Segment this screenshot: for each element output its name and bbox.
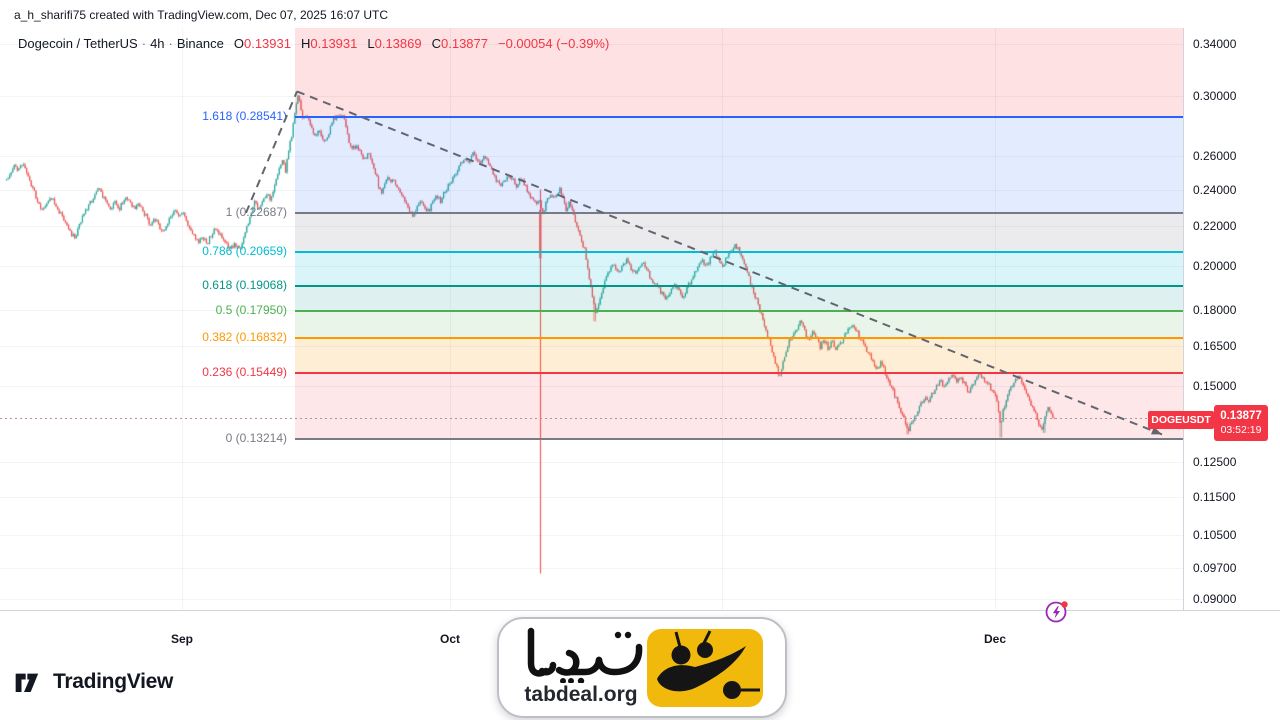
ohlc-values: O0.13931 H0.13931 L0.13869 C0.13877 [224, 36, 488, 51]
price-axis-label: 0.12500 [1193, 454, 1237, 469]
price-axis-label: 0.22000 [1193, 218, 1237, 233]
fib-band [295, 373, 1183, 439]
price-axis-label: 0.34000 [1193, 37, 1237, 51]
fib-band [295, 285, 1183, 311]
price-axis-label: 0.16500 [1193, 338, 1237, 353]
price-axis-label: 0.20000 [1193, 258, 1237, 273]
fib-level-label: 0.5 (0.17950) [215, 302, 287, 317]
footer-bar: TradingView tabdeal.org [0, 617, 1280, 720]
symbol-flag-text: DOGEUSDT [1151, 414, 1211, 426]
fib-level-label: 0 (0.13214) [225, 430, 287, 445]
price-axis-label: 0.09000 [1193, 592, 1237, 606]
ohlc-letter: C [431, 36, 441, 51]
attribution-text: a_h_sharifi75 created with TradingView.c… [14, 8, 388, 22]
bar-countdown: 03:52:19 [1220, 423, 1262, 436]
ohlc-value: 0.13931 [310, 36, 358, 51]
exchange-label: Binance [176, 36, 224, 51]
price-axis-label: 0.26000 [1193, 149, 1237, 163]
price-axis-label: 0.30000 [1193, 89, 1237, 104]
price-axis-label: 0.09700 [1193, 560, 1237, 575]
ohlc-letter: H [300, 36, 311, 51]
tabdeal-logo-icon [647, 629, 763, 707]
lightning-icon [1045, 601, 1068, 623]
fib-band [295, 337, 1183, 374]
separator-dot: · [168, 36, 173, 51]
chart-legend[interactable]: Dogecoin / TetherUS · 4h · Binance O0.13931 H0… [18, 36, 609, 51]
fib-level-line[interactable] [295, 211, 1183, 214]
fib-level-label: 0.382 (0.16832) [202, 329, 287, 344]
price-axis-label: 0.24000 [1193, 182, 1237, 197]
symbol-title[interactable]: Dogecoin / TetherUS [18, 36, 138, 51]
change-value: −0.00054 (−0.39%) [498, 36, 610, 51]
fib-band [295, 310, 1183, 338]
ohlc-value: 0.13869 [374, 36, 422, 51]
fib-level-line[interactable] [295, 437, 1183, 440]
fib-level-label: 0.618 (0.19068) [202, 277, 287, 292]
interval-label[interactable]: 4h [150, 36, 165, 51]
chart-plot-area[interactable]: 1.618 (0.28541) 1 (0.22687) 0.786 (0.20659… [0, 28, 1183, 610]
fib-band [295, 117, 1183, 213]
last-price-value: 0.13877 [1220, 410, 1262, 423]
fib-band [295, 252, 1183, 286]
ohlc-value: 0.13877 [441, 36, 488, 51]
fib-level-line[interactable] [295, 251, 1183, 254]
separator-dot: · [141, 36, 147, 51]
price-axis[interactable]: 0.34000 0.30000 0.26000 0.24000 0.22000 0.200… [1183, 28, 1280, 610]
tabdeal-watermark: tabdeal.org [497, 617, 787, 718]
price-axis-label: 0.11500 [1193, 489, 1236, 504]
fib-level-label: 0.236 (0.15449) [202, 365, 287, 380]
price-axis-label: 0.10500 [1193, 527, 1237, 542]
ohlc-value: 0.13931 [243, 36, 291, 51]
time-axis-label: Dec [983, 632, 1007, 646]
current-price-line [0, 418, 1183, 420]
fib-level-line[interactable] [295, 372, 1183, 375]
fib-level-label: 0.786 (0.20659) [202, 244, 287, 259]
tabdeal-domain-text: tabdeal.org [524, 683, 638, 706]
fib-level-line[interactable] [295, 284, 1183, 287]
fib-level-line[interactable] [295, 336, 1183, 339]
fib-level-line[interactable] [295, 116, 1183, 119]
tabdeal-arabic-wordmark [527, 627, 643, 683]
tradingview-logo-icon [15, 673, 39, 692]
fib-band [295, 212, 1183, 252]
ohlc-letter: O [233, 36, 244, 51]
fib-level-label: 1 (0.22687) [225, 204, 287, 219]
last-price-badge: 0.13877 03:52:19 [1214, 405, 1268, 441]
price-axis-label: 0.15000 [1193, 378, 1237, 393]
price-axis-label: 0.18000 [1193, 302, 1237, 317]
time-axis-label: Oct [439, 632, 461, 646]
fib-level-line[interactable] [295, 309, 1183, 312]
fib-level-label: 1.618 (0.28541) [202, 109, 287, 124]
time-axis-label: Sep [170, 632, 194, 646]
tradingview-logo-text: TradingView [53, 670, 174, 693]
tradingview-logo[interactable]: TradingView [14, 670, 173, 694]
ohlc-letter: L [367, 36, 375, 51]
symbol-price-flag: DOGEUSDT [1148, 411, 1214, 429]
lightning-events-button[interactable] [1044, 599, 1070, 625]
